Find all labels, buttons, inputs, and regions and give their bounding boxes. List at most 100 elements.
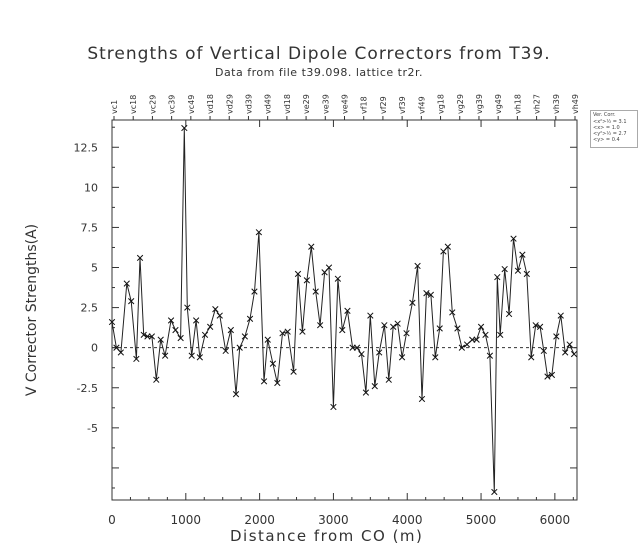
data-point-marker xyxy=(274,379,281,387)
top-corrector-label: vc18 xyxy=(129,95,138,114)
data-point-marker xyxy=(394,320,401,327)
data-point-marker xyxy=(192,317,200,324)
data-point-marker xyxy=(367,312,374,319)
top-corrector-label: vh18 xyxy=(513,94,522,114)
data-point-marker xyxy=(232,391,240,398)
data-point-marker xyxy=(148,333,156,340)
top-corrector-label: vd18 xyxy=(283,94,292,114)
top-corrector-label: vf39 xyxy=(398,96,407,114)
data-point-marker xyxy=(423,290,430,297)
data-point-marker xyxy=(385,376,392,383)
top-corrector-label: vf18 xyxy=(360,96,369,114)
data-point-marker xyxy=(330,403,337,411)
data-point-marker xyxy=(290,368,297,375)
data-point-marker xyxy=(188,352,195,359)
data-point-marker xyxy=(201,331,209,339)
data-point-marker xyxy=(544,373,551,380)
top-corrector-labels: vc1 vc18 vc29 vc39 vc49 vd18 vd29 vd39 vd49 vd18 v… xyxy=(110,94,580,120)
data-point-marker xyxy=(566,341,573,348)
legend-row: <y> = 0.4 xyxy=(593,137,620,143)
x-tick-label: 5000 xyxy=(466,513,497,527)
data-point-marker xyxy=(212,306,219,313)
data-point-marker xyxy=(279,330,286,337)
data-point-marker xyxy=(181,124,188,132)
data-point-marker xyxy=(133,355,140,363)
data-point-marker xyxy=(528,354,535,361)
data-point-marker xyxy=(505,310,513,318)
data-point-marker xyxy=(196,354,203,361)
top-corrector-label: vc49 xyxy=(187,95,196,114)
x-tick-label: 1000 xyxy=(171,513,202,527)
x-tick-label: 4000 xyxy=(392,513,423,527)
data-point-marker xyxy=(161,352,169,359)
data-point-marker xyxy=(557,312,564,319)
y-tick-label: 5 xyxy=(91,262,98,275)
data-point-marker xyxy=(241,333,249,340)
data-point-marker xyxy=(553,333,560,340)
data-point-marker xyxy=(136,254,144,262)
y-tick-label: 2.5 xyxy=(81,302,99,315)
data-point-marker xyxy=(523,270,530,278)
data-point-marker xyxy=(251,288,258,295)
data-point-marker xyxy=(444,243,451,250)
data-point-marker xyxy=(562,349,569,356)
y-ticks: -5 -2.5 0 2.5 5 7.5 10 12.5 xyxy=(74,126,577,489)
data-point-marker xyxy=(157,336,164,343)
data-point-marker xyxy=(172,326,179,334)
data-point-marker xyxy=(308,243,315,250)
data-point-marker xyxy=(358,350,365,358)
data-point-marker xyxy=(123,280,130,287)
top-corrector-label: vc29 xyxy=(148,95,157,114)
top-corrector-label: vc1 xyxy=(110,100,119,114)
data-point-marker xyxy=(246,315,254,322)
data-point-marker xyxy=(153,376,160,383)
data-point-marker xyxy=(477,323,485,330)
top-corrector-label: vg39 xyxy=(475,94,484,114)
y-tick-label: 7.5 xyxy=(81,221,99,234)
data-point-marker xyxy=(398,354,406,361)
data-point-marker xyxy=(482,331,489,339)
data-point-marker xyxy=(207,323,214,330)
data-point-marker xyxy=(497,331,504,339)
y-tick-label: -5 xyxy=(87,422,98,435)
y-tick-label: 12.5 xyxy=(74,141,99,154)
data-point-marker xyxy=(222,347,229,355)
top-corrector-label: vd29 xyxy=(225,94,234,114)
top-corrector-label: vh39 xyxy=(552,94,561,114)
data-point-marker xyxy=(334,275,342,282)
data-point-marker xyxy=(381,322,388,329)
data-point-marker xyxy=(362,389,370,396)
data-point-marker xyxy=(140,331,147,339)
data-point-marker xyxy=(390,323,397,330)
data-point-marker xyxy=(514,267,522,274)
top-corrector-label: ve49 xyxy=(341,94,350,114)
data-point-marker xyxy=(409,299,416,306)
data-point-marker xyxy=(418,395,426,403)
data-point-marker xyxy=(501,265,508,273)
data-point-marker xyxy=(236,344,243,351)
data-point-marker xyxy=(436,325,443,332)
top-corrector-label: vg29 xyxy=(456,94,465,114)
data-point-marker xyxy=(427,291,435,298)
data-point-marker xyxy=(548,371,556,379)
x-ticks: 0 1000 2000 3000 4000 5000 6000 xyxy=(108,120,574,527)
data-point-marker xyxy=(486,352,494,359)
data-point-marker xyxy=(414,262,421,270)
legend-box: Ver. Corr. <x²>½ = 3.1 <x> = 1.0 <y²>½ =… xyxy=(590,110,638,148)
chart-subtitle: Data from file t39.098. lattice tr2r. xyxy=(214,66,424,79)
x-tick-label: 0 xyxy=(108,513,116,527)
data-point-marker xyxy=(339,326,346,334)
data-point-marker xyxy=(376,349,383,356)
top-corrector-label: vd18 xyxy=(206,94,215,114)
data-point-marker xyxy=(260,378,268,385)
x-tick-label: 2000 xyxy=(244,513,275,527)
top-corrector-label: ve39 xyxy=(321,94,330,114)
data-point-marker xyxy=(519,251,526,258)
data-point-marker xyxy=(510,235,517,242)
data-point-marker xyxy=(177,334,184,342)
x-axis-label: Distance from CO (m) xyxy=(230,527,424,545)
data-point-marker xyxy=(167,317,175,324)
top-corrector-label: vf49 xyxy=(417,96,426,114)
data-point-marker xyxy=(403,330,410,337)
